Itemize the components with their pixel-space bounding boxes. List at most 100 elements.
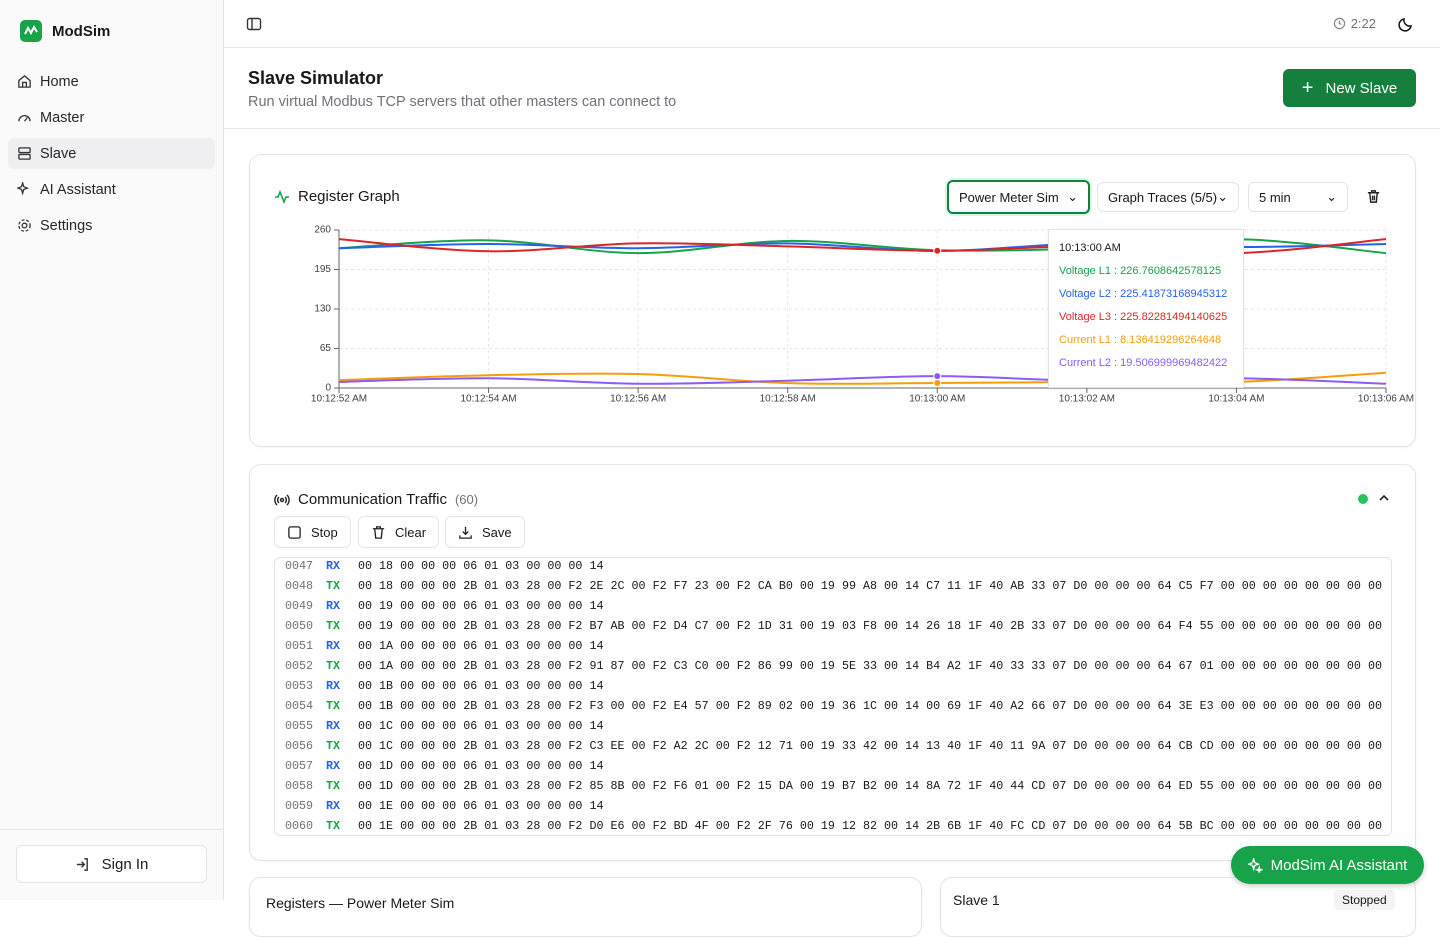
frame-hex: 00 1E 00 00 00 06 01 03 00 00 00 14 (358, 799, 604, 813)
nav-item[interactable]: Slave (8, 138, 215, 169)
tooltip-value: 225.41873168945312 (1111, 288, 1227, 300)
slave-name: Slave 1 (953, 892, 1000, 908)
range-select[interactable]: 5 min ⌄ (1248, 182, 1348, 212)
nav-item[interactable]: AI Assistant (8, 174, 215, 205)
nav-icon (18, 219, 31, 232)
graph-title-text: Register Graph (298, 188, 400, 205)
frame-hex: 00 18 00 00 00 2B 01 03 28 00 F2 2E 2C 0… (358, 579, 1382, 593)
traffic-row: 0060 TX 00 1E 00 00 00 2B 01 03 28 00 F2 D… (275, 816, 1382, 835)
frame-hex: 00 1D 00 00 00 2B 01 03 28 00 F2 85 8B 0… (358, 779, 1382, 793)
frame-number: 0047 (285, 559, 314, 573)
chevron: ⌄ (1217, 189, 1228, 204)
sign-in-button[interactable]: Sign In (16, 845, 207, 883)
tooltip-row: Voltage L2225.41873168945312 (1059, 288, 1233, 300)
y-tick-label: 65 (320, 343, 332, 354)
tooltip-row: Current L219.506999969482422 (1059, 357, 1233, 369)
frame-hex: 00 19 00 00 00 2B 01 03 28 00 F2 B7 AB 0… (358, 619, 1382, 633)
ai-assistant-button[interactable]: ModSim AI Assistant (1231, 846, 1424, 884)
active-point (933, 246, 942, 255)
traffic-button[interactable]: Save (445, 516, 525, 548)
device-select[interactable]: Power Meter Sim ⌄ (947, 180, 1090, 214)
traffic-button[interactable]: Stop (274, 516, 351, 548)
frame-direction: TX (326, 819, 341, 833)
nav-icon (18, 75, 31, 88)
x-tick-label: 10:13:02 AM (1059, 394, 1115, 405)
frame-number: 0060 (285, 819, 314, 833)
traffic-row: 0057 RX 00 1D 00 00 00 06 01 03 00 00 00 1… (275, 756, 603, 776)
chevron: ⌄ (1326, 189, 1337, 204)
traffic-row: 0049 RX 00 19 00 00 00 06 01 03 00 00 00 1… (275, 596, 603, 616)
nav-item[interactable]: Settings (8, 210, 215, 241)
traffic-row: 0052 TX 00 1A 00 00 00 2B 01 03 28 00 F2 9… (275, 656, 1382, 676)
tooltip-value: 226.7608642578125 (1111, 265, 1221, 277)
nav-label: Slave (40, 145, 77, 162)
traffic-button-label: Stop (311, 524, 338, 540)
y-tick-label: 130 (314, 304, 331, 315)
traffic-row: 0055 RX 00 1C 00 00 00 06 01 03 00 00 00 1… (275, 716, 603, 736)
frame-number: 0055 (285, 719, 314, 733)
frame-direction: TX (326, 699, 341, 713)
traffic-title: Communication Traffic (60) (274, 491, 478, 508)
frame-hex: 00 1D 00 00 00 06 01 03 00 00 00 14 (358, 759, 604, 773)
brand-name: ModSim (52, 22, 111, 40)
plus-icon: + (1301, 77, 1314, 99)
tooltip-value: 225.82281494140625 (1111, 311, 1227, 323)
brand[interactable]: ModSim (20, 20, 110, 42)
graph-card: Register Graph Power Meter Sim ⌄ Graph Tr… (249, 154, 1416, 447)
traffic-row: 0050 TX 00 19 00 00 00 2B 01 03 28 00 F2 B… (275, 616, 1382, 636)
traces-select[interactable]: Graph Traces (5/5) ⌄ (1097, 182, 1239, 212)
traffic-row: 0056 TX 00 1C 00 00 00 2B 01 03 28 00 F2 C… (275, 736, 1382, 756)
frame-direction: TX (326, 779, 341, 793)
theme-toggle[interactable] (1398, 16, 1414, 32)
traffic-button-label: Save (482, 524, 512, 540)
traffic-button[interactable]: Clear (358, 516, 440, 548)
traffic-row: 0054 TX 00 1B 00 00 00 2B 01 03 28 00 F2 F… (275, 696, 1382, 716)
tooltip-value: 19.506999969482422 (1111, 357, 1227, 369)
frame-hex: 00 1C 00 00 00 2B 01 03 28 00 F2 C3 EE 0… (358, 739, 1382, 753)
frame-number: 0053 (285, 679, 314, 693)
new-slave-button[interactable]: + New Slave (1283, 69, 1416, 107)
tooltip-row: Voltage L1226.7608642578125 (1059, 265, 1233, 277)
traffic-row: 0053 RX 00 1B 00 00 00 06 01 03 00 00 00 1… (275, 676, 603, 696)
tooltip-row: Current L18.136419296264648 (1059, 334, 1233, 346)
page-header: Slave Simulator Run virtual Modbus TCP s… (224, 48, 1440, 129)
logo (20, 20, 42, 42)
page-title: Slave Simulator (248, 68, 384, 88)
traffic-title-text: Communication Traffic (298, 491, 447, 508)
traffic-count: (60) (454, 492, 479, 507)
frame-hex: 00 1A 00 00 00 2B 01 03 28 00 F2 91 87 0… (358, 659, 1382, 673)
nav-item[interactable]: Home (8, 66, 215, 97)
new-slave-label: New Slave (1325, 79, 1398, 97)
tooltip-series-name: Voltage L1 (1059, 265, 1111, 277)
page-subtitle: Run virtual Modbus TCP servers that othe… (248, 94, 677, 110)
nav-item[interactable]: Master (8, 102, 215, 133)
button-icon (459, 526, 472, 539)
traffic-row: 0058 TX 00 1D 00 00 00 2B 01 03 28 00 F2 8… (275, 776, 1382, 796)
traffic-row: 0051 RX 00 1A 00 00 00 06 01 03 00 00 00 1… (275, 636, 603, 656)
nav-icon (18, 147, 31, 160)
collapse-button[interactable] (1378, 492, 1390, 504)
slave-status: Stopped (1334, 890, 1395, 910)
sidebar-toggle[interactable] (246, 16, 262, 32)
slave-card: Slave 1 Stopped (940, 877, 1416, 937)
range-select-value: 5 min (1259, 189, 1291, 205)
clock-time: 2:22 (1350, 16, 1376, 31)
x-tick-label: 10:13:00 AM (909, 394, 965, 405)
clock: 2:22 (1333, 16, 1376, 31)
button-icon (372, 525, 385, 539)
tooltip-value: 8.136419296264648 (1111, 334, 1221, 346)
traffic-log: 0047 RX 00 18 00 00 00 06 01 03 00 00 00 1… (274, 557, 1392, 836)
frame-direction: TX (326, 619, 341, 633)
tooltip-series-name: Voltage L2 (1059, 288, 1111, 300)
frame-number: 0051 (285, 639, 314, 653)
frame-direction: RX (326, 559, 341, 573)
frame-hex: 00 1E 00 00 00 2B 01 03 28 00 F2 D0 E6 0… (358, 819, 1382, 833)
chevron: ⌄ (1067, 189, 1078, 204)
frame-direction: RX (326, 719, 341, 733)
frame-number: 0048 (285, 579, 314, 593)
frame-direction: TX (326, 579, 341, 593)
nav-label: Home (40, 73, 79, 90)
clear-graph-button[interactable] (1366, 189, 1381, 204)
tooltip-time: 10:13:00 AM (1059, 242, 1121, 254)
